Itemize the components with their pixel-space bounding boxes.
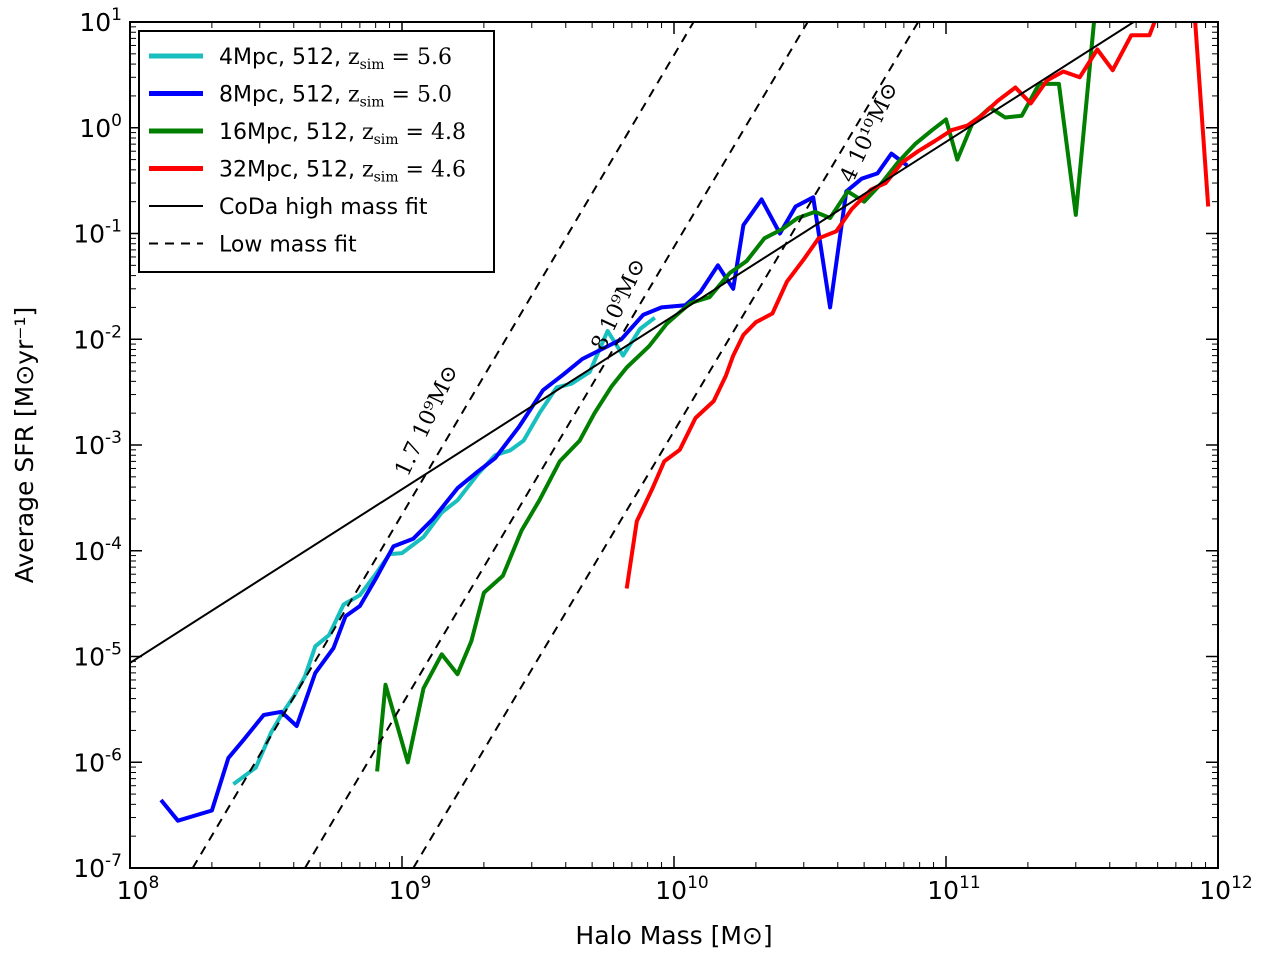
y-tick-label: 10-1 (73, 217, 122, 249)
y-tick-label: 10-3 (73, 428, 122, 460)
legend-label: 8Mpc, 512, zsim = 5.0 (219, 83, 452, 111)
series-line-4 (1193, 22, 1211, 207)
legend-label: 4Mpc, 512, zsim = 5.6 (219, 45, 452, 73)
x-tick-label: 108 (117, 873, 160, 905)
legend: 4Mpc, 512, zsim = 5.6 8Mpc, 512, zsim = 5… (138, 30, 495, 273)
series-line-8 (412, 22, 920, 868)
y-tick-label: 10-5 (73, 640, 122, 672)
y-tick-label: 10-2 (73, 322, 122, 354)
fit-annotation: 1.7 10⁹M⊙ (390, 361, 463, 480)
series-line-3 (624, 22, 1157, 589)
series-line-6 (191, 22, 695, 868)
y-tick-label: 101 (79, 5, 122, 37)
series-line-7 (304, 22, 809, 868)
y-tick-label: 10-6 (73, 745, 122, 777)
x-tick-label: 109 (389, 873, 432, 905)
x-axis-title: Halo Mass [M⊙] (575, 921, 772, 950)
x-tick-label: 1011 (927, 873, 980, 905)
legend-label: 32Mpc, 512, zsim = 4.6 (219, 158, 466, 186)
series-layer (130, 22, 1211, 868)
legend-label: Low mass fit (219, 233, 357, 258)
y-tick-label: 10-7 (73, 851, 122, 883)
legend-label: CoDa high mass fit (219, 195, 428, 220)
legend-label: 16Mpc, 512, zsim = 4.8 (219, 120, 466, 148)
series-line-1 (159, 151, 909, 823)
series-line-5 (130, 22, 1135, 664)
legend-box (138, 30, 495, 273)
y-tick-label: 100 (79, 111, 122, 143)
y-tick-label: 10-4 (73, 534, 122, 566)
x-tick-label: 1012 (1199, 873, 1252, 905)
tick-layer: 108 109 1010 1011 1012 101 100 10-1 10-2 10-3 10-4… (73, 5, 1252, 905)
y-axis-title: Average SFR [M⊙yr⁻¹] (10, 307, 39, 584)
x-tick-label: 1010 (655, 873, 708, 905)
